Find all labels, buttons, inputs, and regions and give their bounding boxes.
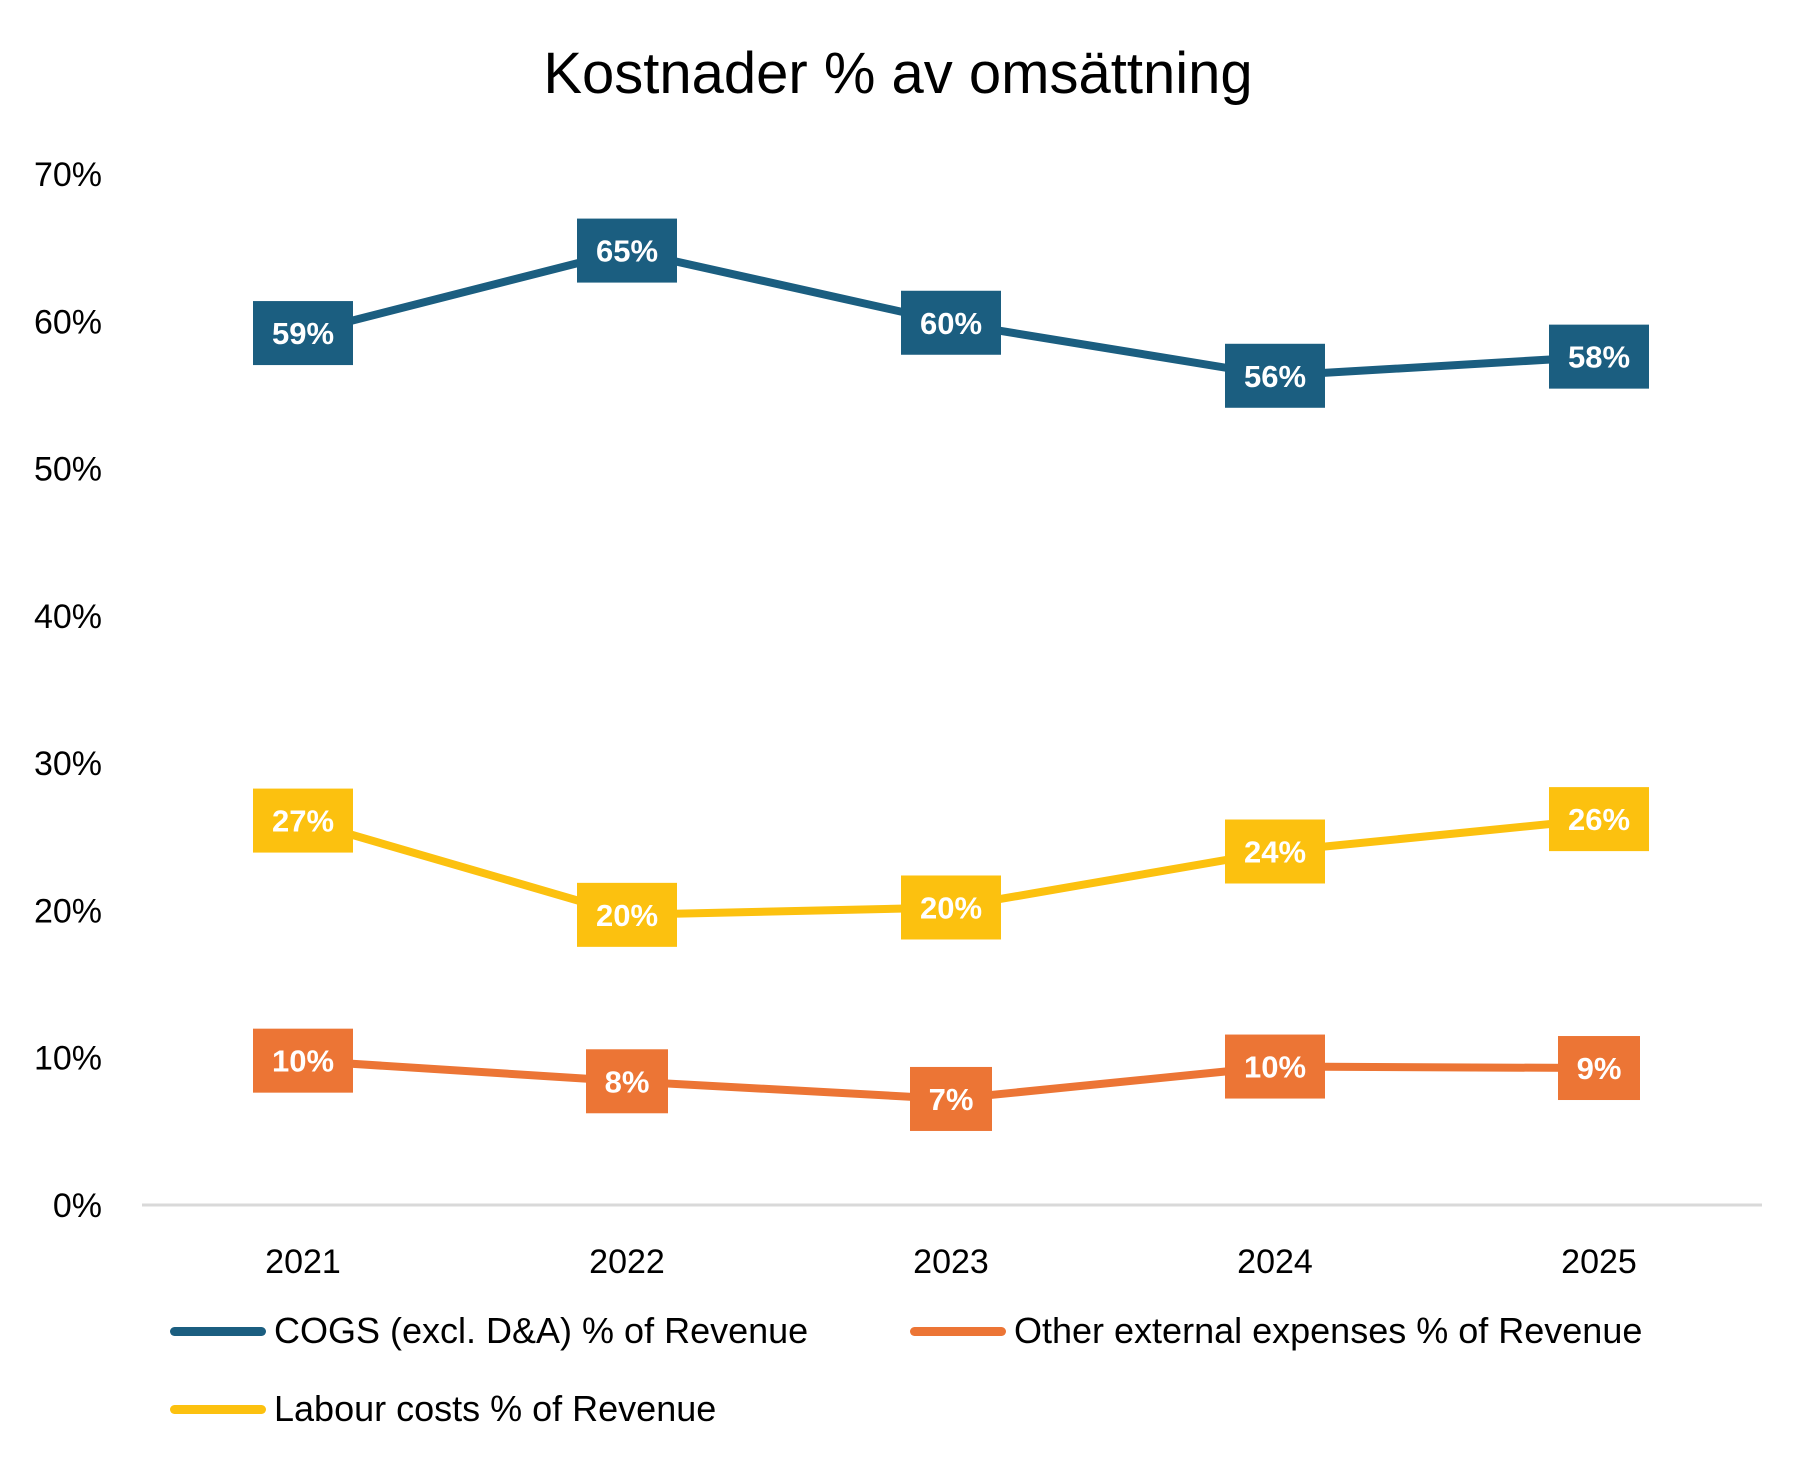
data-label: 7% [910,1066,992,1131]
data-label-box [1225,1034,1325,1099]
data-label: 58% [1549,324,1649,389]
y-tick-label: 30% [34,745,102,783]
y-axis: 0% 10% 20% 30% 40% 50% 60% 70% [34,156,102,1225]
data-label-text: 59% [272,316,334,351]
data-label-text: 9% [1577,1051,1622,1086]
data-label-box [1549,787,1649,852]
legend-item-cogs: COGS (excl. D&A) % of Revenue [170,1310,808,1352]
y-tick-label: 60% [34,303,102,341]
data-label-box [253,788,353,853]
x-tick-label: 2025 [1561,1243,1637,1281]
data-label: 24% [1225,819,1325,884]
legend-item-other-external: Other external expenses % of Revenue [910,1310,1642,1352]
y-tick-label: 0% [53,1187,102,1225]
data-label: 56% [1225,343,1325,408]
series-lines [299,246,1603,1103]
x-axis: 2021 2022 2023 2024 2025 [142,1203,1762,1281]
y-tick-label: 10% [34,1040,102,1078]
data-label-text: 20% [920,890,982,925]
data-label-text: 10% [272,1044,334,1079]
data-label-box [1225,343,1325,408]
data-label: 20% [577,882,677,947]
data-label-box [901,290,1001,355]
y-tick-label: 40% [34,598,102,636]
data-label-box [253,1028,353,1093]
data-label: 20% [901,875,1001,940]
legend-swatch-other-external [910,1326,1006,1336]
data-label: 60% [901,290,1001,355]
data-label-box [253,301,353,366]
y-tick-label: 20% [34,892,102,930]
y-tick-label: 50% [34,451,102,489]
data-label-text: 24% [1244,835,1306,870]
legend-swatch-labour [170,1404,266,1414]
data-label-box [1225,819,1325,884]
chart-title: Kostnader % av omsättning [543,41,1253,106]
data-label-box [577,218,677,283]
data-label: 9% [1558,1036,1640,1101]
data-label-text: 20% [596,898,658,933]
data-label-text: 60% [920,306,982,341]
data-label-text: 7% [929,1082,974,1117]
data-label-box [586,1049,668,1114]
data-label-text: 10% [1244,1050,1306,1085]
data-label-text: 56% [1244,359,1306,394]
data-label-text: 8% [605,1064,650,1099]
data-label-box [577,882,677,947]
legend-swatch-cogs [170,1326,266,1336]
x-tick-label: 2023 [913,1243,989,1281]
x-tick-label: 2021 [265,1243,341,1281]
data-label: 59% [253,301,353,366]
data-labels: 59% 65% 60% 56% 58% 10% 8% 7% 10% 9% 27% 20% 20% 24% 2… [253,218,1649,1131]
y-tick-label: 70% [34,156,102,194]
data-label-box [910,1066,992,1131]
legend-item-labour: Labour costs % of Revenue [170,1388,716,1430]
data-label-text: 58% [1568,340,1630,375]
legend-label-other-external: Other external expenses % of Revenue [1014,1310,1643,1351]
data-label: 26% [1549,787,1649,852]
data-label: 27% [253,788,353,853]
data-label-text: 27% [272,804,334,839]
legend-label-labour: Labour costs % of Revenue [274,1388,717,1429]
data-label-box [901,875,1001,940]
data-label: 10% [1225,1034,1325,1099]
data-label-text: 26% [1568,802,1630,837]
data-label: 8% [586,1049,668,1114]
data-label: 10% [253,1028,353,1093]
x-tick-label: 2024 [1237,1243,1313,1281]
data-label-box [1558,1036,1640,1101]
legend-label-cogs: COGS (excl. D&A) % of Revenue [274,1310,809,1351]
x-tick-label: 2022 [589,1243,665,1281]
data-label-text: 65% [596,234,658,269]
data-label-box [1549,324,1649,389]
data-label: 65% [577,218,677,283]
